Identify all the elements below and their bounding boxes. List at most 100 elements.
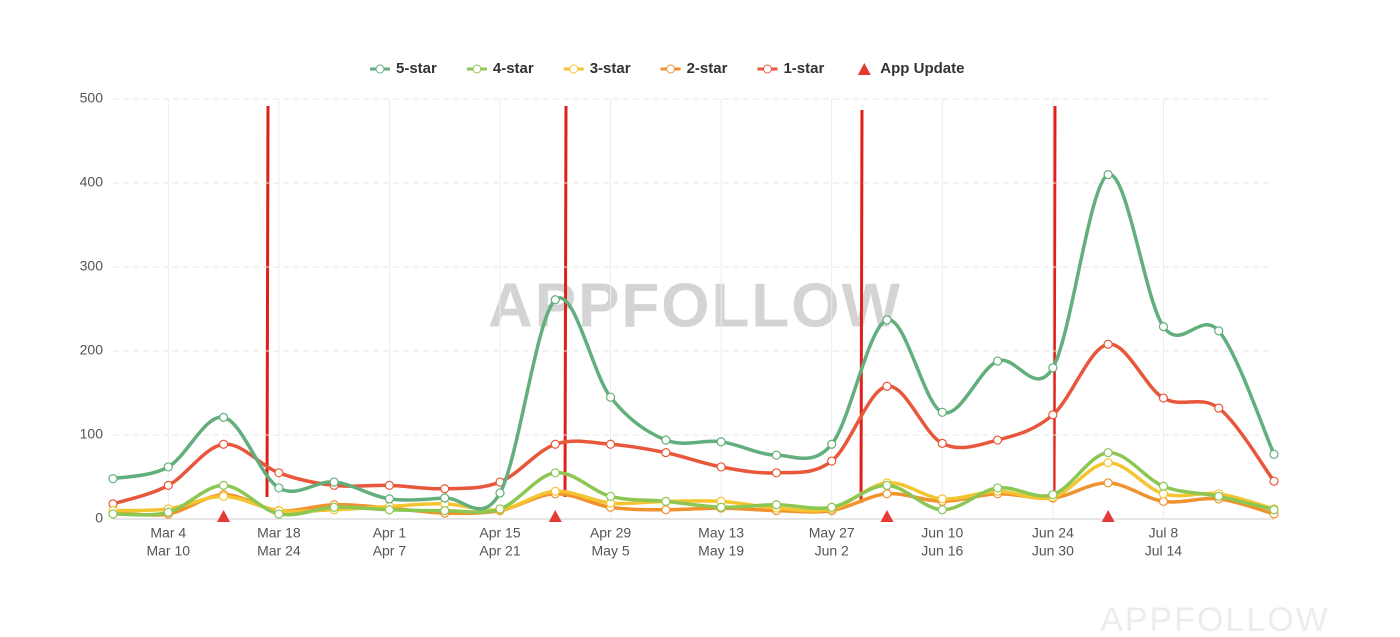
point bbox=[1103, 478, 1113, 488]
x-tick-label: Apr 1 bbox=[373, 525, 407, 541]
point bbox=[274, 468, 284, 478]
point bbox=[384, 494, 395, 504]
point bbox=[827, 456, 837, 466]
point bbox=[1158, 481, 1169, 491]
grid: 0 100 200 300 400 500 Mar 4 Mar 10 Mar 18 Mar 24 A… bbox=[80, 90, 1274, 559]
series-line bbox=[112, 342, 1276, 506]
app-update-marker bbox=[1101, 510, 1115, 522]
point bbox=[218, 480, 229, 490]
app-update-marker bbox=[548, 510, 562, 522]
point bbox=[937, 494, 947, 504]
legend-symbol bbox=[472, 64, 482, 74]
point bbox=[1048, 490, 1058, 500]
point bbox=[1158, 322, 1169, 332]
point bbox=[163, 507, 173, 517]
y-tick-label: 500 bbox=[80, 90, 104, 106]
point bbox=[1214, 326, 1224, 336]
annotation-line bbox=[265, 105, 270, 498]
footer-watermark: APPFOLLOW bbox=[1100, 601, 1330, 637]
y-tick-label: 0 bbox=[95, 510, 103, 526]
legend-label: 3-star bbox=[590, 60, 631, 77]
plot bbox=[108, 170, 1279, 522]
x-tick-label: May 13 bbox=[698, 525, 744, 541]
x-tick-label: Jun 30 bbox=[1032, 543, 1074, 559]
point bbox=[1103, 458, 1113, 468]
x-tick-label: May 27 bbox=[809, 525, 855, 541]
point bbox=[1158, 496, 1169, 506]
app-update-marker bbox=[217, 510, 231, 522]
point bbox=[218, 412, 229, 422]
point bbox=[550, 439, 560, 449]
point bbox=[384, 480, 395, 490]
legend-symbol bbox=[857, 63, 871, 75]
point bbox=[605, 491, 616, 501]
x-tick-label: Apr 15 bbox=[479, 525, 520, 541]
point bbox=[937, 407, 947, 417]
point bbox=[384, 505, 395, 515]
y-tick-label: 200 bbox=[80, 342, 104, 358]
legend: 5-star 4-star 3-star 2-star 1-star App Update bbox=[370, 60, 964, 77]
point bbox=[440, 493, 450, 503]
legend-symbol bbox=[762, 64, 772, 74]
x-tick-label: Apr 7 bbox=[373, 543, 407, 559]
point bbox=[1214, 403, 1224, 413]
app-update-marker bbox=[880, 510, 894, 522]
point bbox=[218, 491, 229, 501]
point bbox=[661, 448, 671, 458]
point bbox=[882, 381, 892, 391]
point bbox=[992, 483, 1003, 493]
point bbox=[661, 496, 671, 506]
x-tick-label: Mar 18 bbox=[257, 525, 301, 541]
x-tick-label: Jun 24 bbox=[1032, 525, 1074, 541]
annotation-line bbox=[859, 109, 864, 504]
legend-symbol bbox=[666, 64, 676, 74]
point bbox=[771, 500, 782, 510]
point bbox=[274, 509, 284, 519]
point bbox=[1103, 170, 1113, 180]
point bbox=[163, 462, 173, 472]
x-tick-label: May 19 bbox=[698, 543, 744, 559]
x-tick-label: Jun 10 bbox=[921, 525, 963, 541]
point bbox=[108, 509, 118, 519]
legend-label: 5-star bbox=[396, 60, 437, 77]
point bbox=[661, 435, 671, 445]
point bbox=[274, 483, 284, 493]
point bbox=[1103, 339, 1113, 349]
x-tick-label: Apr 29 bbox=[590, 525, 631, 541]
legend-symbol bbox=[375, 64, 385, 74]
point bbox=[1158, 489, 1169, 499]
point bbox=[550, 486, 560, 496]
x-tick-label: Jun 2 bbox=[815, 543, 849, 559]
point bbox=[495, 504, 505, 514]
x-tick-label: Jun 16 bbox=[921, 543, 963, 559]
point bbox=[992, 356, 1003, 366]
point bbox=[440, 506, 450, 516]
point bbox=[992, 435, 1003, 445]
y-tick-label: 100 bbox=[80, 426, 104, 442]
x-tick-label: May 5 bbox=[592, 543, 630, 559]
point bbox=[882, 315, 892, 325]
x-tick-label: Mar 24 bbox=[257, 543, 301, 559]
point bbox=[882, 480, 892, 490]
point bbox=[605, 392, 616, 402]
point bbox=[218, 439, 229, 449]
point bbox=[1048, 363, 1058, 373]
y-tick-label: 300 bbox=[80, 258, 104, 274]
x-tick-label: Mar 10 bbox=[146, 543, 190, 559]
point bbox=[329, 477, 339, 487]
legend-label: 4-star bbox=[493, 60, 534, 77]
point bbox=[440, 484, 450, 494]
point bbox=[163, 480, 173, 490]
legend-label: 2-star bbox=[687, 60, 728, 77]
legend-label: 1-star bbox=[783, 60, 824, 77]
point bbox=[1214, 491, 1224, 501]
point bbox=[1158, 393, 1169, 403]
point bbox=[661, 505, 671, 515]
point bbox=[716, 462, 726, 472]
point bbox=[937, 438, 947, 448]
point bbox=[1269, 505, 1279, 515]
annotation-line bbox=[1052, 105, 1057, 498]
point bbox=[495, 488, 505, 498]
x-tick-label: Jul 8 bbox=[1149, 525, 1179, 541]
